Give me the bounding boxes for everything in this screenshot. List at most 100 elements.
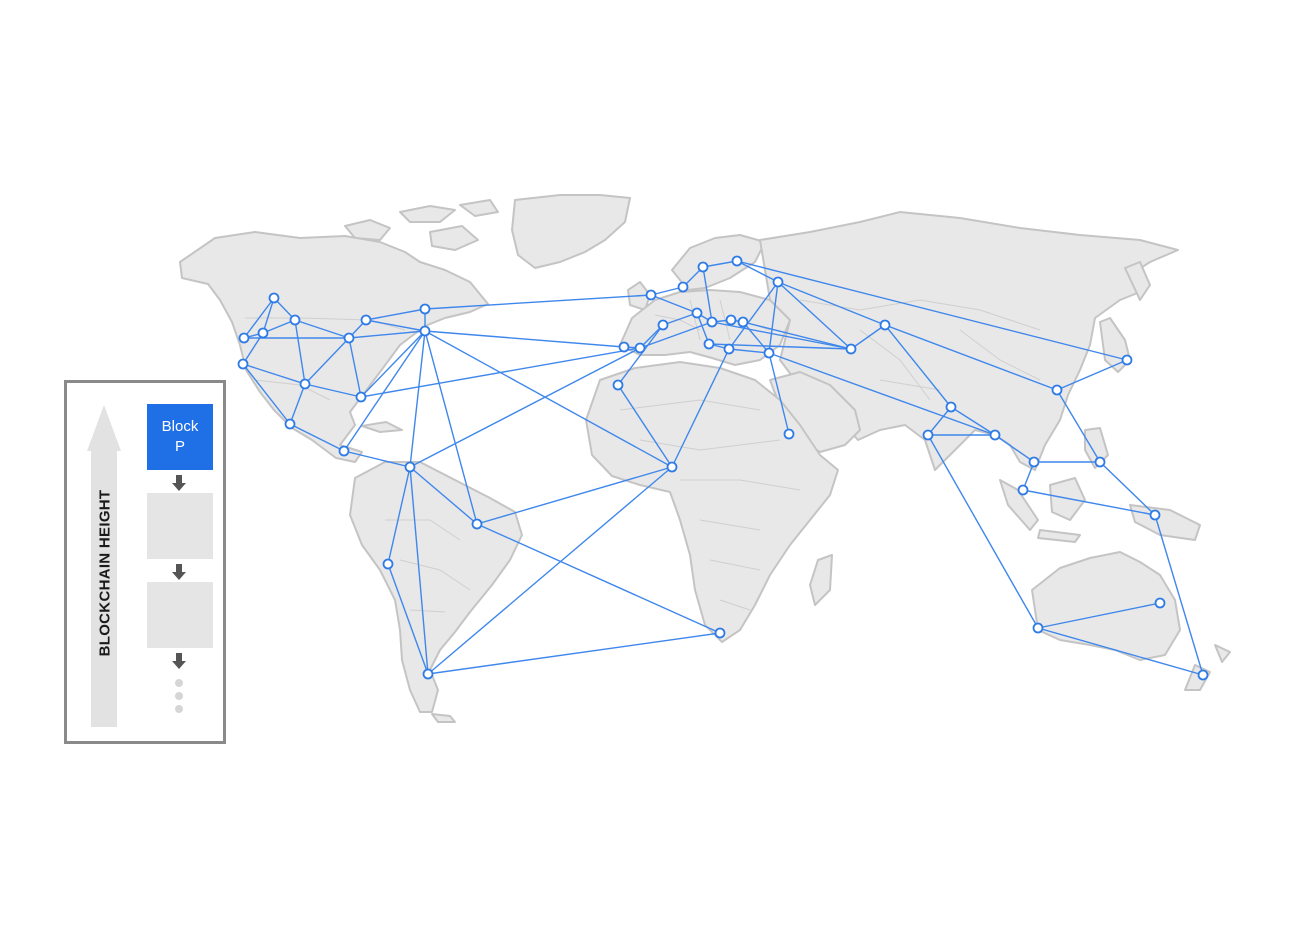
- down-arrow-icon: [172, 564, 186, 580]
- network-link: [243, 297, 275, 339]
- network-node: [238, 332, 250, 344]
- kamchatka-shape: [1124, 261, 1151, 301]
- network-node: [289, 314, 301, 326]
- network-link: [476, 466, 673, 525]
- network-link: [1022, 489, 1156, 516]
- network-link: [262, 297, 275, 334]
- network-node: [723, 343, 735, 355]
- network-node: [404, 461, 416, 473]
- new-guinea-shape: [1129, 504, 1201, 541]
- south-america-borders: [385, 519, 471, 613]
- network-node: [691, 307, 703, 319]
- network-link: [671, 348, 730, 468]
- network-node: [419, 303, 431, 315]
- network-node: [763, 347, 775, 359]
- down-arrow-icon: [172, 475, 186, 491]
- ellipsis-dot: [175, 705, 183, 713]
- greenland-shape: [511, 194, 631, 269]
- network-link: [294, 319, 350, 339]
- network-link: [343, 330, 426, 452]
- network-link: [768, 352, 996, 436]
- network-link: [639, 321, 713, 349]
- network-link: [343, 450, 411, 468]
- ellipsis-dot: [175, 692, 183, 700]
- arctic-island-1: [344, 219, 391, 241]
- network-link: [424, 294, 652, 310]
- network-link: [348, 337, 362, 398]
- network-link: [768, 281, 779, 354]
- network-link: [387, 466, 411, 565]
- network-link: [639, 324, 664, 349]
- network-link: [1056, 389, 1101, 463]
- network-node: [471, 518, 483, 530]
- network-link: [728, 281, 779, 350]
- network-link: [884, 324, 952, 408]
- network-link: [289, 383, 306, 425]
- network-link: [927, 406, 952, 436]
- network-link: [711, 321, 852, 350]
- scandinavia-shape: [671, 234, 766, 291]
- network-link: [1037, 627, 1204, 676]
- network-node: [299, 378, 311, 390]
- network-link: [304, 383, 362, 398]
- network-link: [696, 312, 710, 345]
- network-node: [422, 668, 434, 680]
- network-edges: [242, 260, 1204, 676]
- sumatra-shape: [999, 479, 1039, 531]
- network-link: [1099, 461, 1156, 516]
- network-node: [714, 627, 726, 639]
- network-node: [1017, 484, 1029, 496]
- network-node: [706, 316, 718, 328]
- blockchain-height-label: BLOCKCHAIN HEIGHT: [96, 489, 114, 657]
- network-node: [703, 338, 715, 350]
- ellipsis-dot: [175, 679, 183, 687]
- network-link: [927, 434, 1039, 629]
- network-link: [262, 319, 296, 334]
- network-nodes: [237, 255, 1209, 681]
- network-link: [702, 266, 713, 323]
- network-link: [742, 321, 770, 354]
- network-link: [736, 260, 1128, 361]
- network-node: [945, 401, 957, 413]
- network-link: [850, 324, 886, 350]
- network-node: [419, 325, 431, 337]
- network-link: [884, 324, 1058, 391]
- network-node: [382, 558, 394, 570]
- current-block: Block P: [147, 404, 213, 470]
- network-node: [268, 292, 280, 304]
- network-link: [360, 330, 426, 398]
- network-link: [650, 286, 684, 296]
- network-node: [1154, 597, 1166, 609]
- network-link: [242, 363, 306, 385]
- network-link: [994, 434, 1035, 463]
- network-node: [1032, 622, 1044, 634]
- us-canada-border: [245, 317, 406, 331]
- empty-block: [147, 493, 213, 559]
- arctic-island-3: [429, 225, 479, 251]
- network-node: [1197, 669, 1209, 681]
- current-block-label: Block: [161, 418, 199, 435]
- asia-borders: [799, 299, 1041, 401]
- network-node: [1051, 384, 1063, 396]
- blockchain-legend: BLOCKCHAIN HEIGHT Block P: [64, 380, 226, 744]
- madagascar-shape: [809, 554, 833, 606]
- network-link: [617, 324, 664, 386]
- tierra-del-fuego: [431, 713, 456, 723]
- network-link: [304, 337, 350, 385]
- north-america-shape: [179, 231, 489, 463]
- network-node: [657, 319, 669, 331]
- network-node: [845, 343, 857, 355]
- network-node: [257, 327, 269, 339]
- network-link: [1154, 514, 1204, 676]
- network-link: [427, 466, 673, 675]
- network-node: [343, 332, 355, 344]
- network-node: [783, 428, 795, 440]
- network-node: [1121, 354, 1133, 366]
- network-link: [617, 384, 673, 468]
- europe-borders: [654, 299, 771, 341]
- up-arrow-icon: [87, 405, 121, 727]
- network-node: [879, 319, 891, 331]
- network-link: [348, 330, 426, 339]
- network-node: [666, 461, 678, 473]
